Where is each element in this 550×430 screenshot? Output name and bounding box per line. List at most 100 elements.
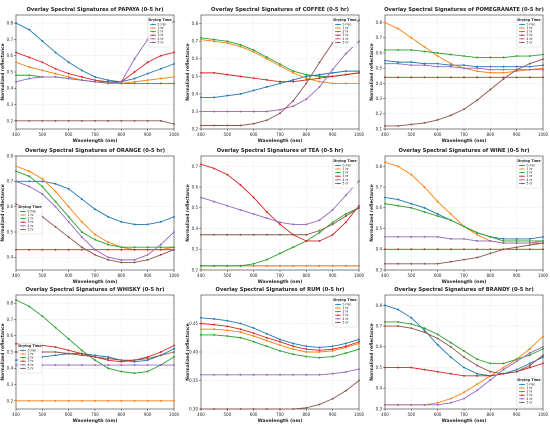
data-point — [200, 96, 202, 99]
legend-marker — [521, 23, 523, 26]
data-point — [146, 248, 149, 251]
legend-label: 5 hr — [527, 400, 534, 404]
data-point — [173, 82, 175, 85]
data-point — [107, 355, 110, 358]
legend-marker — [152, 30, 154, 33]
data-point — [41, 75, 44, 78]
data-point — [80, 236, 83, 239]
data-point — [515, 65, 518, 68]
data-point — [502, 248, 505, 251]
data-point — [423, 327, 426, 330]
data-point — [54, 346, 57, 349]
data-point — [54, 119, 57, 122]
data-point — [463, 237, 465, 240]
data-point — [67, 364, 70, 367]
y-tick-label: 0.8 — [376, 20, 383, 25]
series-line — [201, 380, 360, 410]
data-point — [120, 364, 123, 367]
x-tick-label: 400 — [381, 132, 389, 137]
data-point — [133, 80, 136, 83]
legend-marker — [521, 182, 523, 185]
data-point — [28, 119, 31, 122]
legend-label: 1 hr — [343, 167, 350, 171]
data-point — [344, 352, 347, 355]
data-point — [410, 248, 413, 251]
data-point — [28, 66, 31, 69]
data-point — [305, 351, 308, 353]
data-point — [146, 246, 149, 249]
data-point — [54, 182, 57, 185]
data-point — [489, 239, 492, 242]
legend-marker — [521, 401, 523, 404]
data-point — [94, 364, 96, 367]
data-point — [292, 99, 295, 102]
data-point — [239, 408, 242, 410]
x-tick-label: 700 — [460, 412, 468, 417]
data-point — [292, 78, 295, 81]
data-point — [120, 80, 123, 83]
data-point — [159, 364, 162, 367]
data-point — [331, 348, 334, 351]
data-point — [107, 215, 110, 218]
legend-marker — [337, 179, 339, 181]
data-point — [213, 317, 216, 320]
data-point — [292, 223, 295, 226]
data-point — [159, 82, 162, 85]
y-tick-label: 0.2 — [7, 118, 14, 123]
data-point — [226, 42, 229, 45]
data-point — [384, 21, 386, 24]
data-point — [80, 246, 83, 249]
legend-marker — [22, 364, 24, 366]
data-point — [279, 408, 281, 410]
legend-label: 0 min — [28, 348, 37, 352]
data-point — [41, 315, 44, 318]
data-point — [463, 64, 465, 67]
legend-marker — [22, 349, 24, 352]
data-point — [423, 210, 426, 213]
data-point — [305, 348, 308, 351]
data-point — [67, 399, 70, 402]
data-point — [107, 80, 110, 83]
data-point — [120, 370, 123, 373]
legend-label: 2 hr — [343, 310, 350, 314]
data-point — [226, 94, 229, 97]
data-point — [449, 260, 452, 263]
data-point — [449, 213, 452, 216]
data-point — [515, 237, 518, 240]
data-point — [107, 241, 110, 244]
data-point — [279, 252, 281, 255]
data-point — [292, 246, 295, 249]
data-point — [436, 62, 439, 65]
y-tick-label: 0.8 — [7, 301, 14, 306]
chart-title: Overlay Spectral Signatures of ORANGE (0… — [25, 148, 165, 154]
data-point — [15, 119, 17, 122]
data-point — [344, 389, 347, 392]
data-point — [436, 200, 439, 203]
legend-label: 0 min — [343, 163, 352, 167]
data-point — [423, 186, 426, 189]
legend-title: Drying Time — [18, 205, 42, 209]
data-point — [80, 349, 83, 352]
y-tick-label: 0.8 — [7, 153, 14, 158]
data-point — [463, 76, 465, 79]
data-point — [410, 64, 413, 67]
data-point — [67, 72, 70, 75]
legend-marker — [521, 41, 523, 44]
data-point — [252, 332, 255, 335]
data-point — [159, 119, 162, 122]
data-point — [436, 55, 439, 58]
data-point — [265, 85, 268, 88]
data-point — [410, 235, 413, 238]
legend-marker — [521, 171, 523, 174]
x-tick-label: 400 — [197, 273, 205, 278]
data-point — [252, 373, 255, 376]
data-point — [252, 264, 255, 267]
data-point — [305, 355, 308, 358]
chart-title: Overlay Spectral Signatures of POMEGRANA… — [384, 7, 544, 13]
data-point — [358, 368, 360, 371]
data-point — [94, 119, 96, 122]
data-point — [15, 180, 17, 183]
data-point — [54, 190, 57, 193]
